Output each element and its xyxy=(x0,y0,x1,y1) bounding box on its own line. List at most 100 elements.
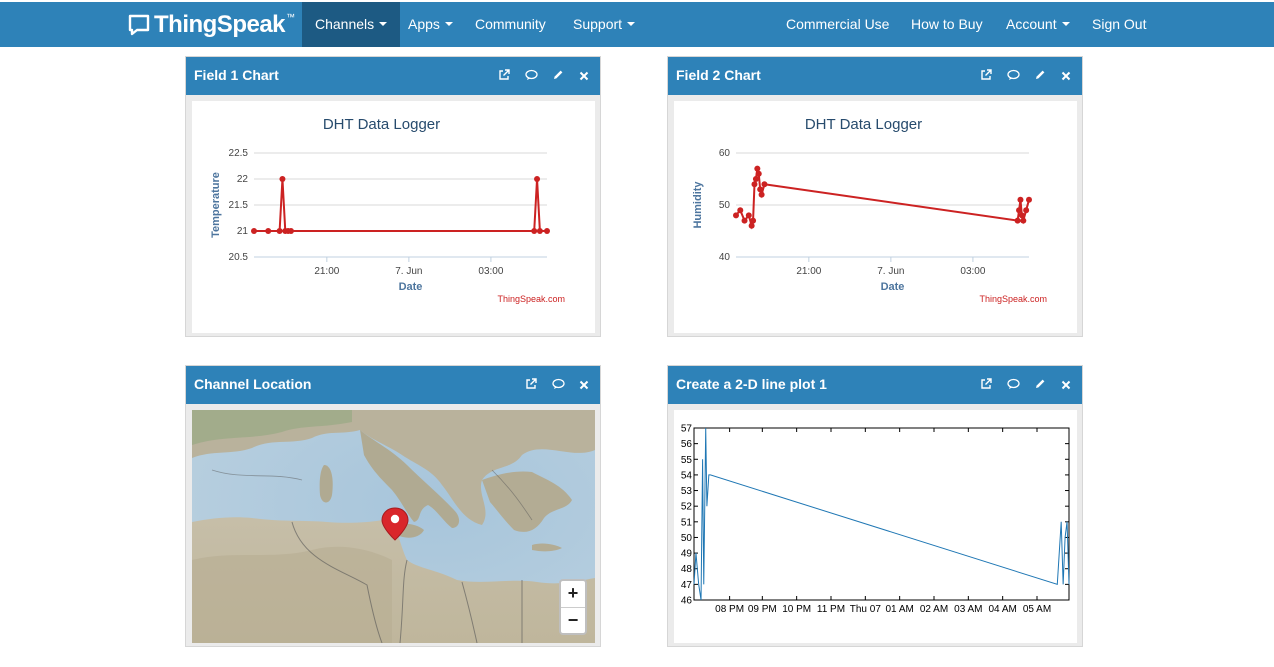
panel-header: Field 1 Chart xyxy=(186,57,600,95)
map-terrain xyxy=(192,410,595,643)
pencil-icon[interactable] xyxy=(552,68,565,81)
caret-down-icon xyxy=(627,22,636,27)
close-icon[interactable] xyxy=(1061,68,1074,81)
comment-icon[interactable] xyxy=(552,377,565,390)
external-link-icon[interactable] xyxy=(525,377,538,390)
x-axis-label: Date xyxy=(881,281,905,293)
caret-down-icon xyxy=(1061,22,1070,27)
temperature-chart: DHT Data Logger 22.5 22 21.5 21 20.5 21:00 7. J… xyxy=(210,116,565,304)
map-zoom-control: + − xyxy=(559,579,587,635)
x-tick-label: 01 AM xyxy=(885,604,913,615)
x-tick-label: 7. Jun xyxy=(395,266,422,277)
data-point xyxy=(265,228,272,234)
comment-icon[interactable] xyxy=(1007,377,1020,390)
field2-chart-panel: Field 2 Chart DHT Data Logger 60 50 40 21:00… xyxy=(667,56,1083,337)
data-point xyxy=(737,207,744,214)
nav-item-label: Commercial Use xyxy=(786,16,890,32)
data-point xyxy=(745,212,752,219)
external-link-icon[interactable] xyxy=(498,68,511,81)
chart-title: DHT Data Logger xyxy=(805,116,922,133)
nav-item-channels[interactable]: Channels xyxy=(302,2,401,47)
external-link-icon[interactable] xyxy=(980,377,993,390)
nav-item-commercial-use[interactable]: Commercial Use xyxy=(773,2,902,47)
nav-item-support[interactable]: Support xyxy=(560,2,648,47)
pencil-icon[interactable] xyxy=(1034,377,1047,390)
y-tick-label: 56 xyxy=(681,439,693,450)
data-point xyxy=(1023,207,1030,214)
data-point xyxy=(733,212,739,219)
data-point xyxy=(531,228,538,234)
panel-header: Field 2 Chart xyxy=(668,57,1082,95)
y-tick-label: 22.5 xyxy=(229,148,249,159)
nav-item-label: Sign Out xyxy=(1092,16,1147,32)
y-tick-label: 60 xyxy=(719,148,731,159)
x-axis-label: Date xyxy=(399,281,423,293)
series-line xyxy=(735,168,1030,230)
logo-trademark: ™ xyxy=(286,12,296,22)
pencil-icon[interactable] xyxy=(1034,68,1047,81)
x-tick-label: 21:00 xyxy=(796,266,821,277)
chart-title: DHT Data Logger xyxy=(323,116,440,133)
panel-title: Create a 2-D line plot 1 xyxy=(676,376,827,392)
logo-text: ThingSpeak xyxy=(154,11,286,38)
y-tick-label: 50 xyxy=(681,533,693,544)
x-tick-label: 04 AM xyxy=(988,604,1016,615)
x-tick-label: 03:00 xyxy=(478,266,503,277)
y-tick-label: 47 xyxy=(681,580,693,591)
y-tick-label: 52 xyxy=(681,502,693,513)
caret-down-icon xyxy=(379,22,388,27)
zoom-in-button[interactable]: + xyxy=(567,583,579,603)
nav-item-apps[interactable]: Apps xyxy=(395,2,466,47)
nav-item-label: Community xyxy=(475,16,546,32)
y-tick-label: 55 xyxy=(681,455,693,466)
nav-item-label: Apps xyxy=(408,16,440,32)
panel-title: Channel Location xyxy=(194,376,312,392)
channel-location-panel: Channel Location xyxy=(185,365,601,647)
zoom-out-button[interactable]: − xyxy=(561,607,585,633)
panel-tools xyxy=(498,68,592,81)
data-point xyxy=(755,170,762,177)
series-line xyxy=(693,427,1070,601)
location-map[interactable]: + − xyxy=(192,410,595,643)
nav-item-sign-out[interactable]: Sign Out xyxy=(1079,2,1159,47)
y-tick-label: 21.5 xyxy=(229,200,249,211)
data-point xyxy=(251,228,257,234)
panel-tools xyxy=(525,377,592,390)
data-point xyxy=(750,217,757,224)
comment-icon[interactable] xyxy=(525,68,538,81)
y-tick-label: 48 xyxy=(681,564,693,575)
caret-down-icon xyxy=(444,22,453,27)
nav-item-account[interactable]: Account xyxy=(993,2,1083,47)
y-tick-label: 50 xyxy=(719,200,731,211)
panel-header: Channel Location xyxy=(186,366,600,404)
close-icon[interactable] xyxy=(579,377,592,390)
external-link-icon[interactable] xyxy=(980,68,993,81)
chart-credit: ThingSpeak.com xyxy=(497,294,565,304)
close-icon[interactable] xyxy=(1061,377,1074,390)
location-marker-icon[interactable] xyxy=(381,507,409,541)
close-icon[interactable] xyxy=(579,68,592,81)
chat-bubble-icon xyxy=(128,14,150,36)
data-point xyxy=(534,176,541,182)
comment-icon[interactable] xyxy=(1007,68,1020,81)
data-point xyxy=(279,176,286,182)
y-axis-label: Humidity xyxy=(692,181,704,229)
plot-frame xyxy=(693,427,1070,601)
data-point xyxy=(276,228,283,234)
data-point xyxy=(1020,217,1027,224)
data-point xyxy=(757,186,764,193)
data-point xyxy=(1026,196,1032,203)
data-point xyxy=(754,165,761,172)
nav-item-how-to-buy[interactable]: How to Buy xyxy=(898,2,996,47)
nav-item-community[interactable]: Community xyxy=(462,2,559,47)
x-tick-label: 02 AM xyxy=(920,604,948,615)
chart-credit: ThingSpeak.com xyxy=(979,294,1047,304)
x-tick-label: 11 PM xyxy=(817,604,845,615)
thingspeak-logo[interactable]: ThingSpeak ™ xyxy=(128,11,295,39)
y-axis-label: Temperature xyxy=(210,172,222,238)
data-point xyxy=(761,181,768,188)
data-point xyxy=(1017,196,1024,203)
panel-title: Field 1 Chart xyxy=(194,67,279,83)
y-tick-label: 40 xyxy=(719,252,731,263)
line-plot-area: 57 56 55 54 53 52 51 50 49 48 47 46 08 PM 09 PM 10 PM 1… xyxy=(674,410,1077,643)
